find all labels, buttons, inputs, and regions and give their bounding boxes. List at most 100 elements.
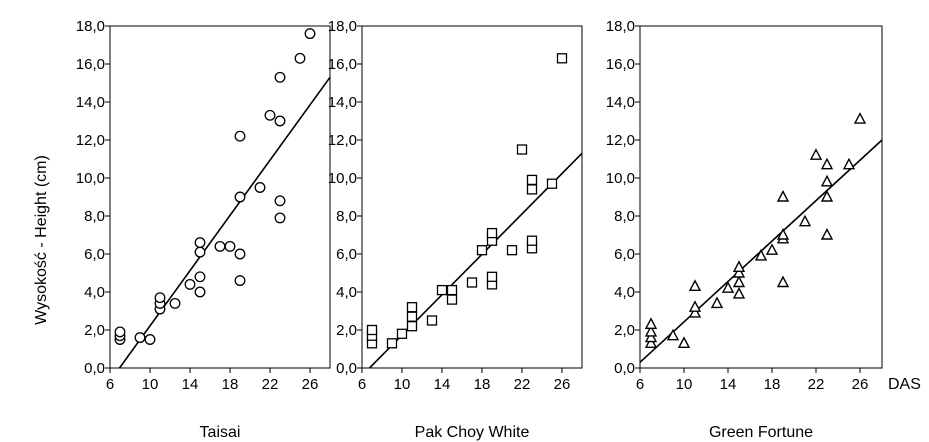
- panel-green-fortune: 0,0 2,0 4,0 6,0 8,0 10,0 12,0 14,0 16,0 18,0 6 10 14…: [606, 18, 883, 441]
- plot-frame: [361, 25, 583, 369]
- y-tick-label: 6,0: [614, 246, 635, 263]
- data-point-triangle: [842, 157, 856, 170]
- data-point-circle: [194, 237, 206, 249]
- data-point-triangle: [644, 330, 658, 343]
- trend-line: [118, 76, 331, 369]
- data-point-square: [366, 324, 378, 336]
- data-point-circle: [134, 332, 146, 344]
- data-point-triangle: [644, 336, 658, 348]
- data-point-circle: [234, 191, 246, 203]
- data-point-triangle: [732, 275, 746, 288]
- data-point-square: [556, 53, 568, 64]
- x-tick-label: 22: [262, 376, 279, 393]
- y-tick-label: 2,0: [614, 322, 635, 339]
- y-tick-label: 12,0: [328, 132, 357, 149]
- y-tick-label: 2,0: [336, 322, 357, 339]
- data-point-triangle: [776, 227, 790, 240]
- data-point-circle: [214, 240, 226, 252]
- data-point-triangle: [820, 227, 834, 240]
- data-point-triangle: [809, 148, 823, 160]
- data-point-triangle: [776, 189, 790, 202]
- data-point-triangle: [732, 286, 746, 299]
- data-point-triangle: [732, 265, 746, 278]
- x-tick-label: 10: [676, 376, 693, 393]
- data-point-triangle: [754, 248, 768, 261]
- y-tick-label: 0,0: [614, 360, 635, 377]
- data-point-triangle: [644, 324, 658, 337]
- y-tick-label: 14,0: [328, 94, 357, 111]
- data-point-square: [526, 184, 538, 195]
- panel-title: Taisai: [200, 424, 241, 441]
- data-point-triangle: [688, 279, 702, 291]
- y-tick-label: 8,0: [84, 208, 105, 225]
- x-tick-label: 14: [720, 376, 737, 393]
- data-point-square: [526, 235, 538, 246]
- y-tick-label: 18,0: [76, 18, 105, 35]
- y-tick-label: 12,0: [76, 132, 105, 149]
- x-tick-label: 14: [182, 376, 199, 393]
- data-point-square: [426, 315, 438, 326]
- data-point-circle: [154, 292, 166, 304]
- y-tick-label: 14,0: [76, 94, 105, 111]
- data-point-circle: [254, 182, 266, 193]
- data-point-square: [446, 294, 458, 305]
- data-point-circle: [304, 28, 316, 40]
- data-point-circle: [264, 109, 276, 121]
- data-point-triangle: [644, 317, 658, 329]
- data-point-circle: [274, 71, 286, 83]
- plot-frame: [639, 25, 883, 369]
- x-tick-label: 26: [852, 376, 869, 393]
- y-axis-title: Wysokość - Height (cm): [33, 155, 50, 325]
- y-tick-label: 4,0: [336, 284, 357, 301]
- data-point-triangle: [710, 296, 724, 309]
- data-point-triangle: [765, 243, 779, 255]
- y-tick-label: 16,0: [76, 56, 105, 73]
- data-point-square: [476, 245, 488, 256]
- data-point-triangle: [677, 336, 691, 348]
- data-point-square: [396, 328, 408, 339]
- x-axis-unit: DAS: [888, 376, 921, 393]
- y-tick-label: 4,0: [614, 284, 635, 301]
- y-tick-label: 0,0: [336, 360, 357, 377]
- data-point-circle: [194, 271, 206, 283]
- data-point-square: [406, 311, 418, 322]
- x-tick-label: 18: [764, 376, 781, 393]
- x-tick-label: 18: [474, 376, 491, 393]
- data-point-square: [406, 321, 418, 332]
- data-point-circle: [274, 212, 286, 224]
- y-tick-label: 10,0: [606, 170, 635, 187]
- data-point-circle: [234, 275, 246, 287]
- panel-pak-choy-white: 0,0 2,0 4,0 6,0 8,0 10,0 12,0 14,0 16,0 18,0 6 10 14…: [328, 18, 583, 441]
- data-point-triangle: [721, 281, 735, 293]
- data-point-square: [486, 271, 498, 282]
- data-point-square: [406, 302, 418, 313]
- data-point-circle: [184, 278, 196, 290]
- data-point-circle: [144, 334, 156, 345]
- y-tick-label: 10,0: [76, 170, 105, 187]
- y-tick-label: 14,0: [606, 94, 635, 111]
- y-tick-label: 18,0: [328, 18, 357, 35]
- data-point-circle: [194, 286, 206, 298]
- x-tick-label: 22: [808, 376, 825, 393]
- data-point-square: [386, 338, 398, 349]
- data-point-square: [446, 284, 458, 296]
- data-point-triangle: [820, 157, 834, 170]
- y-tick-label: 12,0: [606, 132, 635, 149]
- data-point-triangle: [666, 328, 680, 341]
- y-tick-label: 18,0: [606, 18, 635, 35]
- data-point-circle: [234, 248, 246, 260]
- data-point-circle: [274, 195, 286, 207]
- data-point-triangle: [820, 174, 834, 187]
- data-point-square: [526, 174, 538, 186]
- x-tick-label: 22: [514, 376, 531, 393]
- x-tick-label: 6: [636, 376, 644, 393]
- data-point-square: [516, 144, 528, 155]
- x-tick-label: 10: [142, 376, 159, 393]
- x-tick-label: 14: [434, 376, 451, 393]
- panel-taisai: 0,0 2,0 4,0 6,0 8,0 10,0 12,0 14,0 16,0 18,0 6 10 14…: [76, 18, 331, 441]
- x-tick-label: 10: [394, 376, 411, 393]
- data-point-square: [506, 245, 518, 256]
- y-tick-label: 8,0: [336, 208, 357, 225]
- data-point-circle: [234, 130, 246, 142]
